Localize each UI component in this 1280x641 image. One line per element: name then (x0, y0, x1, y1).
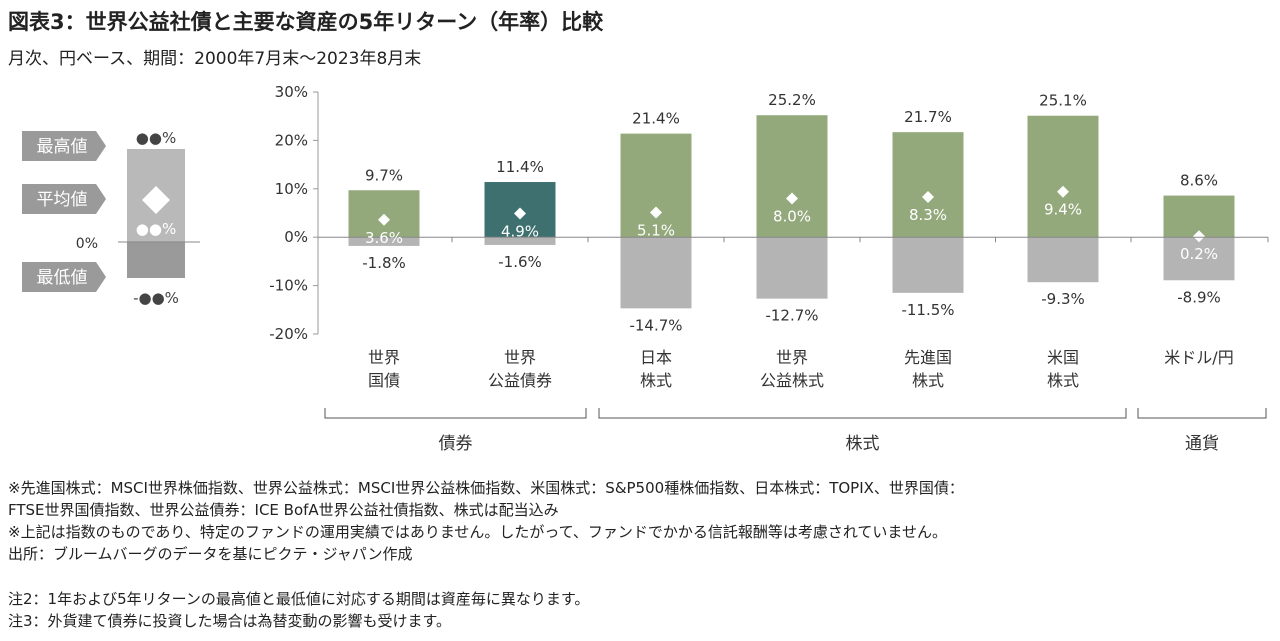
legend-avg-arrow (22, 184, 106, 214)
category-label: 米国 (1047, 348, 1079, 367)
category-label: 米ドル/円 (1164, 348, 1233, 367)
avg-marker (650, 206, 662, 219)
avg-marker (378, 213, 390, 226)
y-tick-label: 10% (275, 180, 308, 198)
legend-min-arrow (22, 262, 106, 292)
max-value-label: 11.4% (496, 158, 544, 176)
y-tick-label: 20% (275, 131, 308, 149)
avg-value-label: 8.0% (773, 207, 811, 225)
avg-marker (514, 207, 526, 220)
y-axis: 30% 20% 10% 0% -10% -20% (269, 83, 319, 343)
category-label: 国債 (368, 371, 400, 390)
chart-title: 図表3：世界公益社債と主要な資産の5年リターン（年率）比較 (8, 10, 604, 34)
avg-value-label: 8.3% (909, 206, 947, 224)
bar-min (756, 237, 828, 299)
y-tick-label: 30% (275, 83, 308, 101)
note-line: ※先進国株式：MSCI世界株価指数、世界公益株式：MSCI世界公益株価指数、米国… (8, 479, 964, 497)
footnote-line: 注2：1年および5年リターンの最高値と最低値に対応する期間は資産毎に異なります。 (8, 590, 590, 608)
data-labels: 9.7% 3.6% -1.8% 11.4% 4.9% -1.6% 21.4% 5.1% -14.… (362, 91, 1221, 334)
avg-value-label: 3.6% (365, 229, 403, 247)
min-value-label: -1.6% (498, 253, 542, 271)
min-value-label: -11.5% (901, 301, 954, 319)
max-value-label: 9.7% (365, 166, 403, 184)
y-tick-label: -20% (269, 325, 308, 343)
group-label: 通貨 (1185, 434, 1219, 454)
bar-max (1027, 115, 1099, 238)
category-label: 株式 (1047, 371, 1079, 390)
legend-bar-negative (127, 242, 185, 278)
max-value-label: 8.6% (1180, 172, 1218, 190)
bar-max (892, 132, 964, 238)
max-value-label: 25.1% (1039, 92, 1087, 110)
max-value-label: 21.4% (632, 110, 680, 128)
avg-value-label: 9.4% (1044, 201, 1082, 219)
min-value-label: -14.7% (629, 316, 682, 334)
chart-subtitle: 月次、円ベース、期間：2000年7月末～2023年8月末 (8, 49, 422, 69)
category-label: 公益株式 (760, 371, 824, 390)
bar-min (484, 237, 556, 245)
category-label: 株式 (640, 371, 672, 390)
notes-block: ※先進国株式：MSCI世界株価指数、世界公益株式：MSCI世界公益株価指数、米国… (8, 477, 964, 565)
note-line: 出所：ブルームバーグのデータを基にピクテ・ジャパン作成 (8, 545, 413, 563)
bar-min (1027, 237, 1099, 283)
min-value-label: -12.7% (765, 307, 818, 325)
category-label: 公益債券 (488, 371, 552, 390)
category-label: 株式 (912, 371, 944, 390)
legend-max-arrow (22, 131, 106, 161)
y-tick-label: -10% (269, 277, 308, 295)
category-label: 世界 (776, 348, 808, 367)
x-axis-categories: 世界国債 世界公益債券 日本株式 世界公益株式 先進国株式 米国株式 米ドル/円 (368, 348, 1234, 390)
category-groups: 債券 株式 通貨 (324, 408, 1267, 454)
group-bracket (598, 408, 1127, 419)
bar-min (348, 237, 420, 246)
legend-max-value: ●●% (136, 129, 176, 147)
footnotes-block: 注2：1年および5年リターンの最高値と最低値に対応する期間は資産毎に異なります。… (8, 588, 589, 632)
legend-zero-label: 0% (76, 236, 98, 252)
legend-min-value: -●●% (133, 289, 179, 307)
footnote-line: 注3：外貨建て債券に投資した場合は為替変動の影響も受けます。 (8, 612, 452, 630)
bar-min (892, 237, 964, 293)
note-line: ※上記は指数のものであり、特定のファンドの運用実績ではありません。したがって、フ… (8, 523, 947, 541)
avg-marker (786, 192, 798, 205)
legend-min-label: 最低値 (37, 268, 88, 288)
min-value-label: -1.8% (362, 254, 406, 272)
bar-min (620, 237, 692, 309)
group-bracket (1137, 408, 1267, 419)
category-label: 世界 (368, 348, 400, 367)
avg-value-label: 4.9% (501, 222, 539, 240)
diamond-icon (142, 186, 170, 214)
category-label: 日本 (640, 348, 672, 367)
category-label: 先進国 (904, 348, 952, 367)
min-value-label: -8.9% (1177, 288, 1221, 306)
group-bracket (324, 408, 587, 419)
legend-max-label: 最高値 (37, 137, 88, 157)
legend-avg-label: 平均値 (37, 190, 88, 210)
group-label: 債券 (439, 434, 473, 454)
max-value-label: 21.7% (904, 108, 952, 126)
bar-min (1163, 237, 1235, 281)
chart-area: 0% ●●% ●●% -●●% 最高値 平均値 最低値 30% 20% 10% 0% -… (22, 83, 1269, 454)
legend-avg-value: ●●% (136, 220, 176, 238)
bar-max (620, 133, 692, 238)
bar-max (348, 190, 420, 238)
avg-value-label: 5.1% (637, 222, 675, 240)
min-value-label: -9.3% (1041, 290, 1085, 308)
max-value-label: 25.2% (768, 91, 816, 109)
avg-value-label: 0.2% (1180, 245, 1218, 263)
avg-marker (1193, 230, 1205, 243)
avg-marker (922, 191, 934, 204)
y-tick-label: 0% (284, 228, 308, 246)
group-label: 株式 (846, 434, 880, 454)
bar-max (756, 115, 828, 238)
avg-marker (1057, 185, 1069, 198)
category-label: 世界 (504, 348, 536, 367)
bars (318, 115, 1269, 309)
note-line: FTSE世界国債指数、世界公益債券：ICE BofA世界公益社債指数、株式は配当… (8, 501, 559, 519)
legend: 0% ●●% ●●% -●●% 最高値 平均値 最低値 (22, 129, 200, 307)
